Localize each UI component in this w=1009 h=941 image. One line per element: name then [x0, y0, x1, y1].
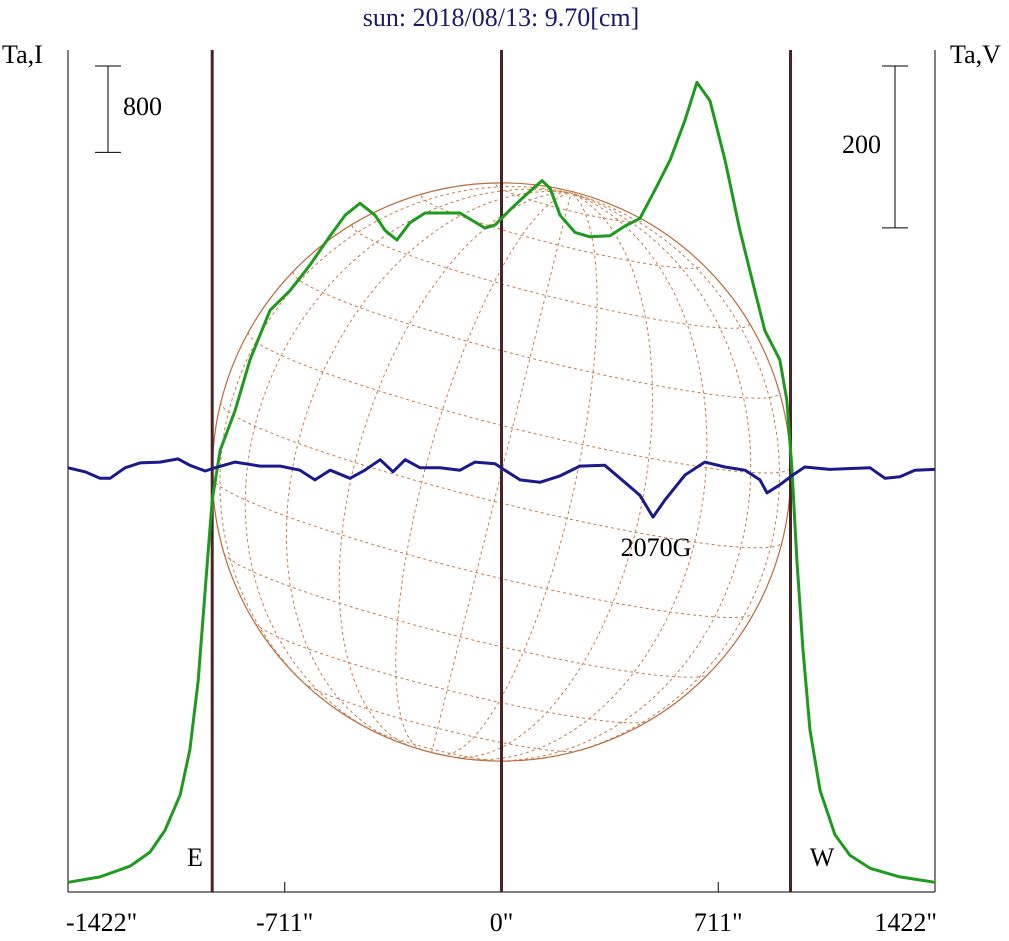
- annotation: E: [187, 843, 203, 872]
- x-tick-label: 1422": [874, 908, 937, 937]
- globe-grid: [338, 192, 572, 748]
- globe-grid: [211, 477, 755, 618]
- globe-grid: [292, 271, 780, 399]
- globe-grid: [395, 192, 572, 751]
- series-line: [67, 457, 936, 519]
- scale-bar-label: 800: [123, 92, 162, 121]
- solar-disk: [211, 182, 792, 762]
- globe-grid: [466, 192, 708, 761]
- globe-grid: [220, 402, 783, 549]
- annotation: W: [810, 843, 835, 872]
- globe-grid: [441, 192, 598, 756]
- x-tick-label: -711": [256, 908, 313, 937]
- globe-grid: [244, 188, 572, 736]
- globe-grid: [223, 552, 709, 678]
- x-tick-label: -1422": [66, 908, 137, 937]
- globe-grid: [247, 332, 791, 474]
- globe-grid: [420, 195, 703, 269]
- globe-grid: [547, 192, 780, 758]
- y-axis-label: Ta,I: [2, 40, 43, 69]
- y2-axis-label: Ta,V: [950, 40, 1001, 69]
- chart-title: sun: 2018/08/13: 9.70[cm]: [363, 3, 640, 32]
- globe-grid: [451, 192, 653, 759]
- scale-bar-label: 200: [842, 130, 881, 159]
- globe-grid: [285, 190, 572, 743]
- globe-grid: [254, 622, 649, 724]
- series-line: [67, 80, 936, 884]
- x-tick-label: 0": [490, 908, 514, 937]
- globe-grid: [351, 225, 750, 329]
- globe-grid: [483, 192, 752, 762]
- x-tick-label: 711": [694, 908, 743, 937]
- globe-grid: [366, 727, 500, 762]
- annotation: 2070G: [621, 533, 692, 562]
- globe-grid: [219, 186, 572, 703]
- globe-grid: [431, 192, 572, 753]
